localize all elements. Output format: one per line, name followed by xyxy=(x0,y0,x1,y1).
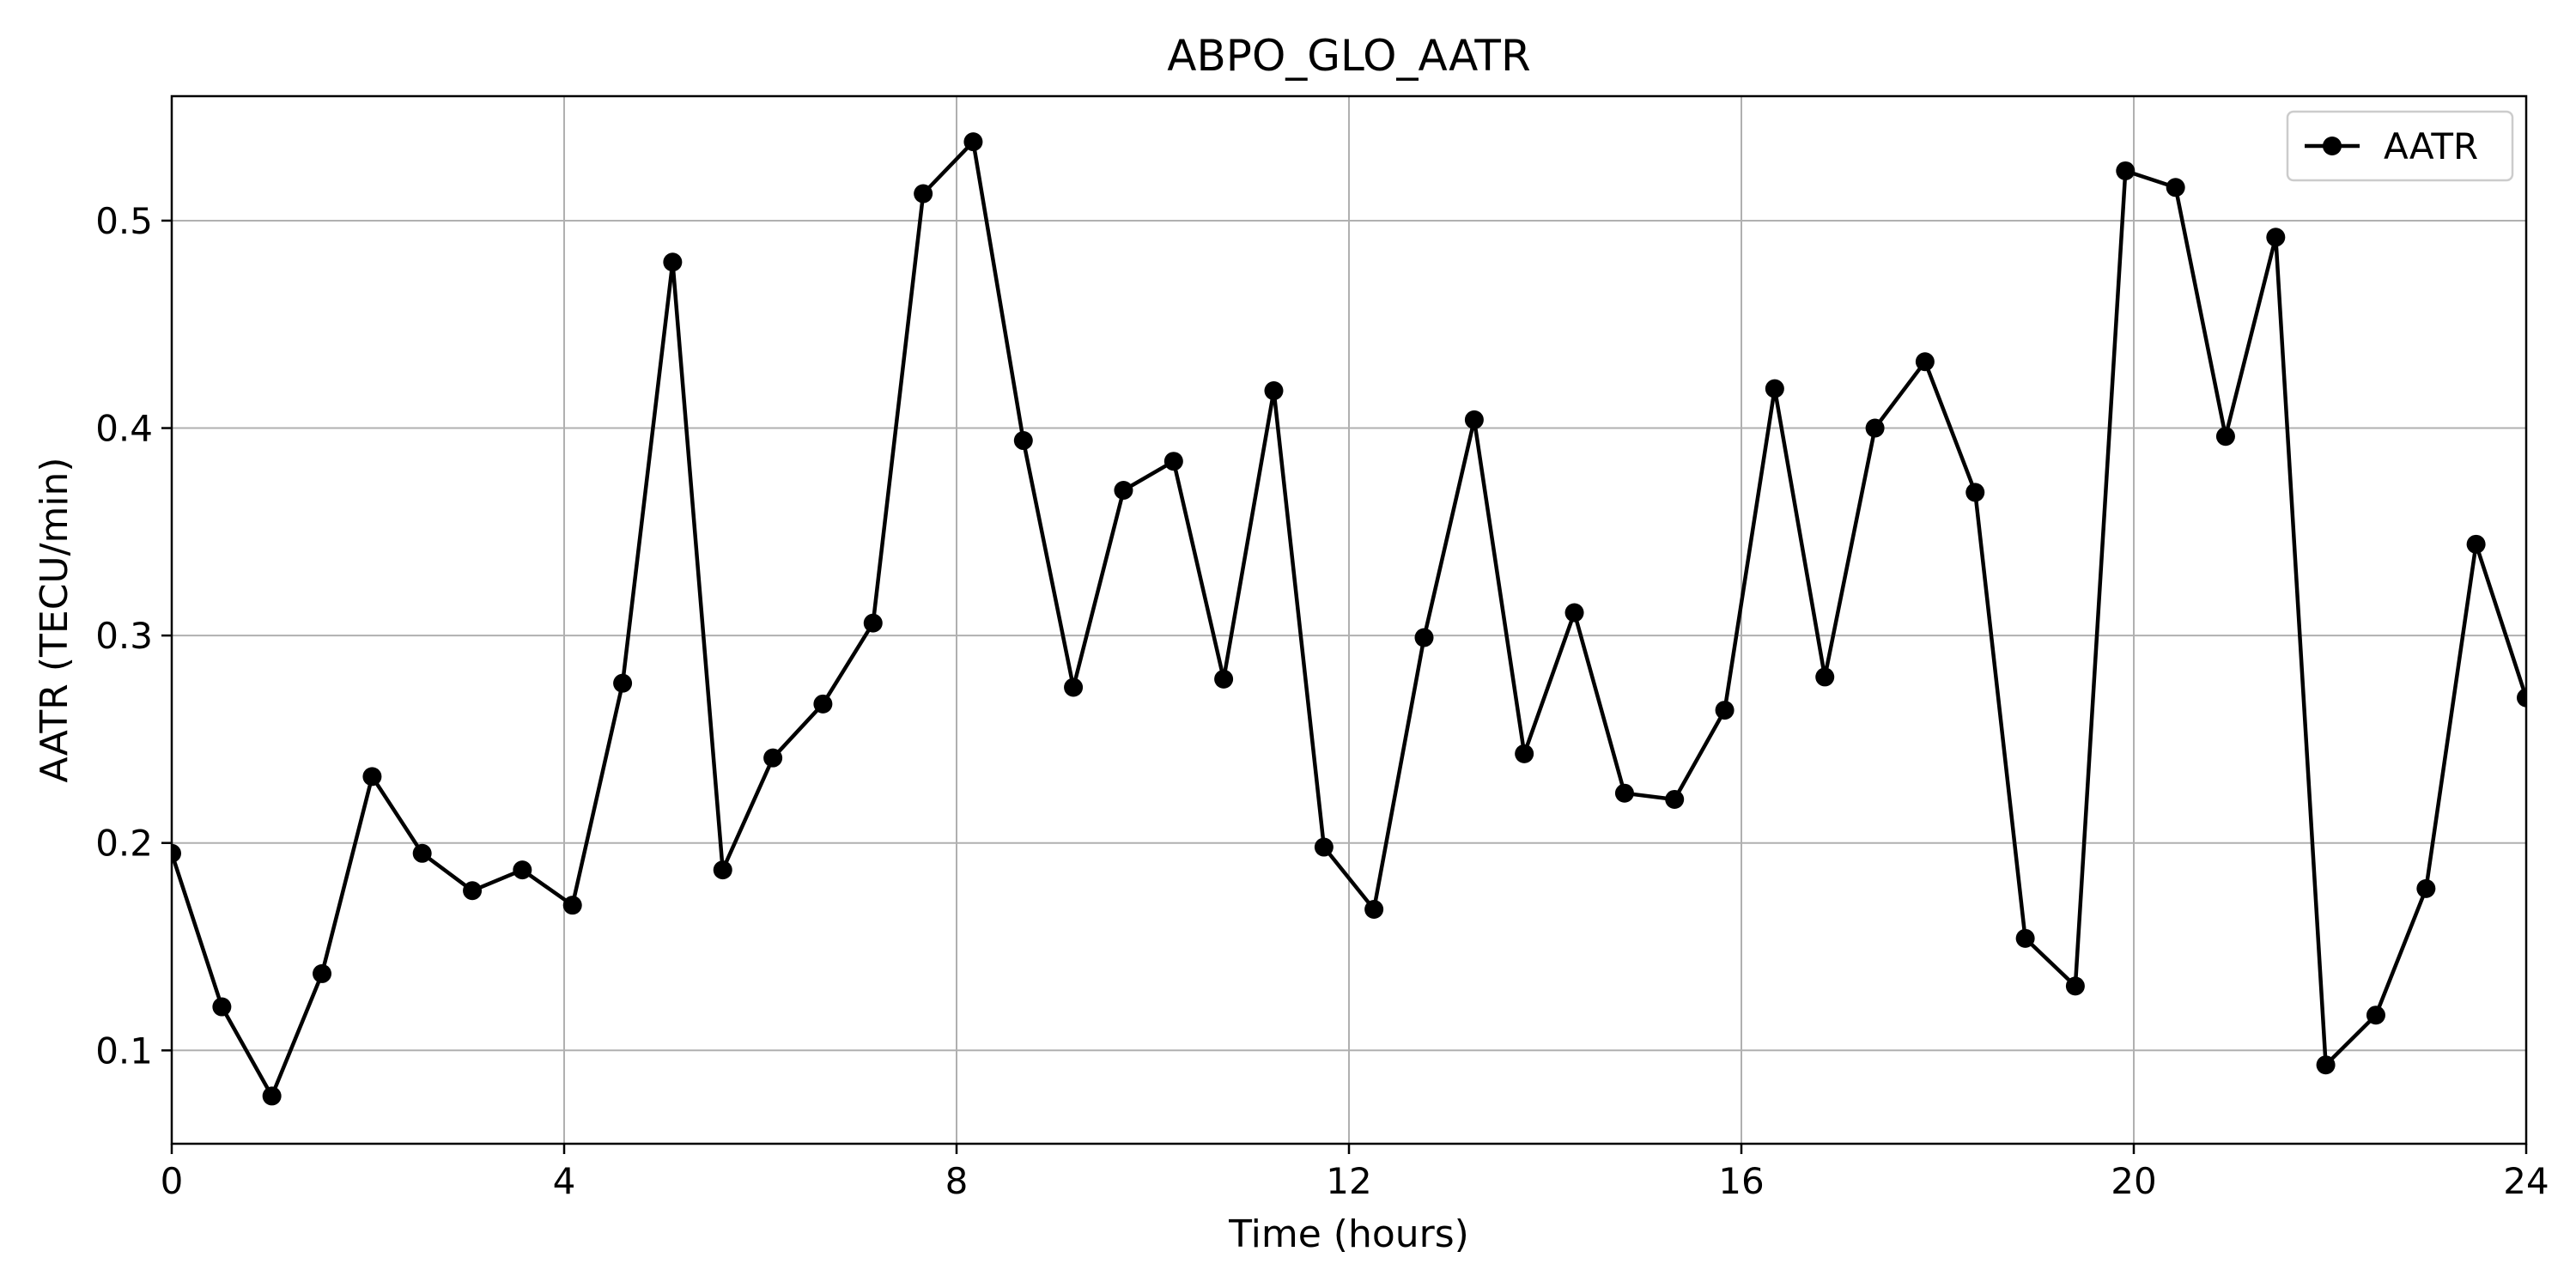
data-point xyxy=(412,843,432,863)
data-point xyxy=(1915,352,1935,372)
data-point xyxy=(2266,228,2286,247)
series-layer xyxy=(172,132,2526,1106)
data-point xyxy=(1765,379,1784,398)
data-point xyxy=(362,767,382,787)
data-point xyxy=(2517,688,2526,708)
data-point xyxy=(2015,928,2035,948)
data-point xyxy=(963,132,983,152)
x-tick-label: 16 xyxy=(1718,1160,1764,1202)
data-point xyxy=(2065,976,2085,996)
data-point xyxy=(1464,410,1484,429)
data-point xyxy=(613,673,633,693)
data-point xyxy=(1264,381,1284,401)
data-point xyxy=(262,1086,282,1106)
data-point xyxy=(1114,481,1133,501)
x-tick-label: 24 xyxy=(2503,1160,2549,1202)
y-tick-label: 0.1 xyxy=(95,1030,153,1072)
data-point xyxy=(463,881,483,901)
y-tick-label: 0.3 xyxy=(95,615,153,657)
data-point xyxy=(1614,783,1634,803)
data-point xyxy=(172,843,181,863)
x-tick-label: 20 xyxy=(2111,1160,2156,1202)
series-aatr xyxy=(172,132,2526,1106)
data-point xyxy=(2166,178,2185,197)
data-point xyxy=(1815,667,1835,687)
grid xyxy=(171,96,2527,1144)
legend-marker-swatch xyxy=(2323,137,2342,155)
data-point xyxy=(813,694,833,714)
data-point xyxy=(562,896,582,915)
data-point xyxy=(1414,628,1434,647)
data-point xyxy=(313,963,332,983)
data-point xyxy=(1064,677,1084,697)
data-point xyxy=(2116,161,2136,180)
y-tick-label: 0.4 xyxy=(95,408,153,450)
data-point xyxy=(713,860,732,880)
x-tick-label: 12 xyxy=(1326,1160,1371,1202)
y-axis: 0.1 0.2 0.3 0.4 0.5 xyxy=(95,200,172,1072)
data-point xyxy=(1965,483,1985,502)
y-tick-label: 0.5 xyxy=(95,200,153,242)
data-point xyxy=(1665,789,1685,809)
x-tick-label: 0 xyxy=(161,1160,184,1202)
data-point xyxy=(663,252,683,272)
data-point xyxy=(914,184,933,204)
data-point xyxy=(1564,603,1584,623)
chart-title: ABPO_GLO_AATR xyxy=(1167,31,1530,81)
data-point xyxy=(2416,878,2436,898)
data-point xyxy=(1865,418,1885,438)
data-point xyxy=(1013,431,1033,451)
x-axis: 0 4 8 12 16 20 24 xyxy=(161,1144,2549,1202)
data-point xyxy=(1515,744,1534,763)
data-point xyxy=(2366,1005,2385,1025)
x-tick-label: 8 xyxy=(945,1160,969,1202)
data-point xyxy=(1163,452,1183,471)
data-point xyxy=(2215,427,2235,447)
data-point xyxy=(1715,701,1735,720)
data-point xyxy=(863,613,883,633)
legend: AATR xyxy=(2286,110,2514,182)
x-tick-label: 4 xyxy=(553,1160,576,1202)
data-point xyxy=(763,748,783,768)
y-axis-label: AATR (TECU/min) xyxy=(33,457,76,782)
legend-label: AATR xyxy=(2384,125,2478,167)
legend-box xyxy=(2286,110,2514,182)
y-tick-label: 0.2 xyxy=(95,823,153,865)
data-point xyxy=(212,997,232,1017)
data-point xyxy=(1364,900,1384,920)
data-point xyxy=(513,860,532,880)
data-point xyxy=(1214,669,1234,689)
x-axis-label: Time (hours) xyxy=(1228,1212,1469,1256)
data-point xyxy=(2466,534,2486,554)
data-point xyxy=(1314,837,1334,857)
data-point xyxy=(2316,1055,2336,1075)
